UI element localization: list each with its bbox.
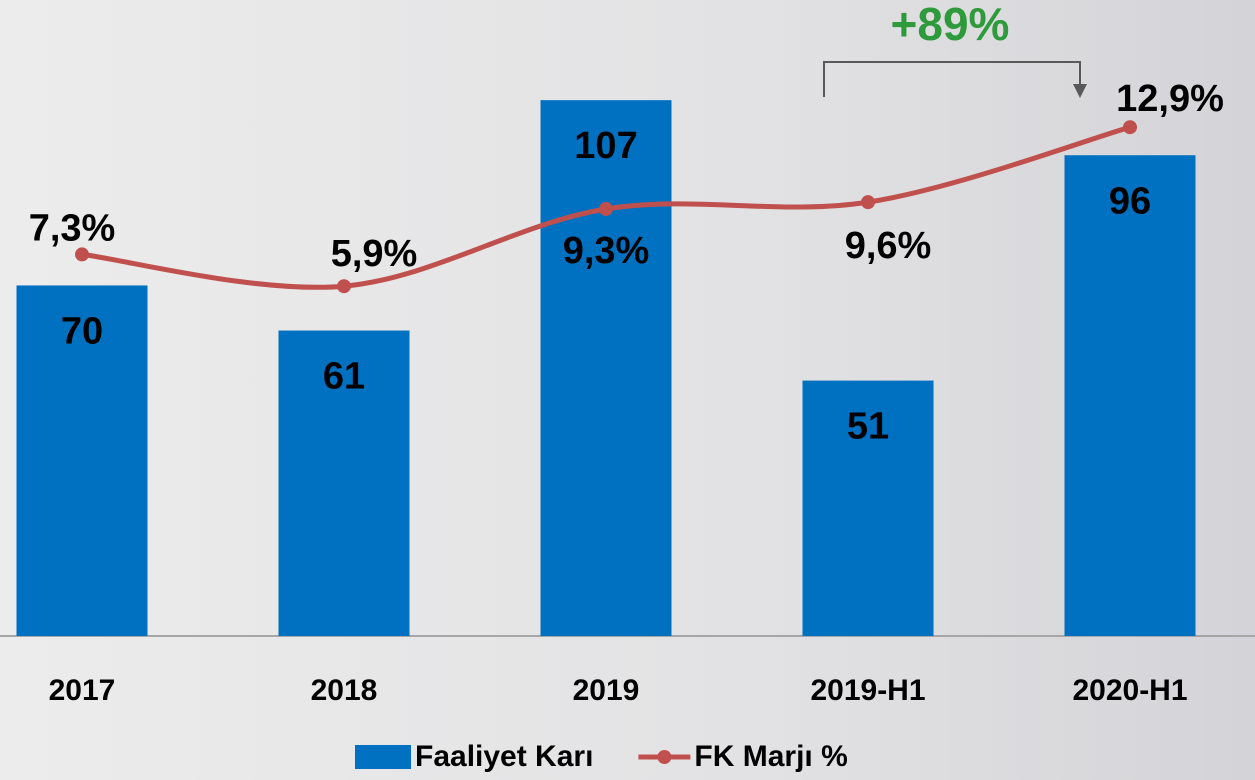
bar [16, 285, 148, 636]
bar [802, 380, 934, 636]
legend-swatch [355, 745, 411, 769]
line-marker [861, 195, 875, 210]
x-tick-label: 2020-H1 [1072, 674, 1187, 707]
line-marker [599, 201, 613, 216]
line-label: 5,9% [331, 233, 418, 275]
line-label: 12,9% [1116, 78, 1224, 120]
line-label: 7,3% [29, 207, 116, 249]
x-tick-label: 2017 [49, 674, 116, 707]
line-marker [337, 279, 351, 294]
x-tick-label: 2018 [311, 674, 378, 707]
legend-label: Faaliyet Karı [415, 740, 593, 773]
bracket [823, 61, 1081, 97]
line-marker [1123, 120, 1137, 135]
bar-label: 51 [847, 406, 889, 448]
line-label: 9,3% [563, 230, 650, 272]
line-label: 9,6% [845, 225, 932, 267]
bar [278, 330, 410, 636]
x-tick-label: 2019-H1 [810, 674, 925, 707]
bar [1064, 155, 1196, 637]
annotation: +89% [891, 0, 1010, 50]
legend-marker [657, 750, 672, 764]
bar-label: 70 [61, 310, 103, 352]
bracket-arrow [1073, 84, 1087, 98]
bar-label: 61 [323, 356, 365, 398]
line-marker [75, 247, 89, 262]
legend-label: FK Marjı % [694, 740, 847, 773]
bar-label: 96 [1109, 180, 1151, 222]
bar-label: 107 [574, 125, 637, 167]
x-tick-label: 2019 [573, 674, 640, 707]
bar [540, 100, 672, 637]
